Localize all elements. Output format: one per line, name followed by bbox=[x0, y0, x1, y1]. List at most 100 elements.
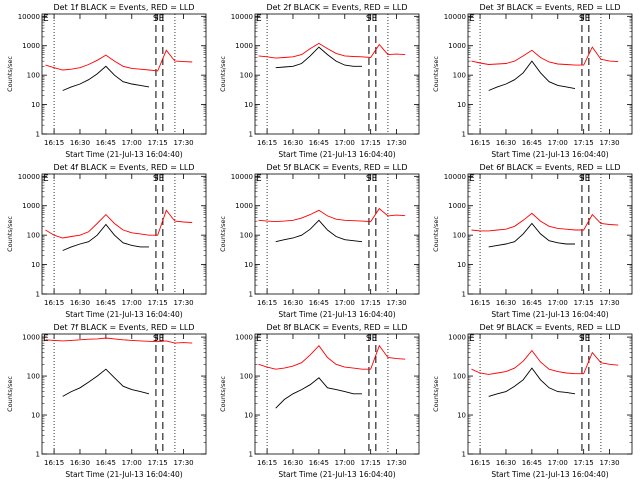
y-axis-label: Counts/sec bbox=[432, 56, 440, 92]
right-marker-label: SE bbox=[153, 334, 165, 344]
plot-frame bbox=[254, 333, 420, 455]
chart-title: Det 6f BLACK = Events, RED = LLD bbox=[479, 163, 620, 172]
plot-frame bbox=[254, 173, 420, 295]
x-tick-label: 16:15 bbox=[44, 299, 64, 307]
series-line-lld bbox=[258, 42, 406, 59]
series-line-events bbox=[275, 46, 362, 69]
x-tick-label: 16:45 bbox=[96, 459, 116, 467]
x-tick-label: 16:45 bbox=[309, 459, 329, 467]
y-tick-label: 100 bbox=[453, 232, 466, 240]
series-line-events bbox=[488, 222, 575, 248]
x-axis-label: Start Time (21-Jul-13 16:04:40) bbox=[491, 150, 608, 159]
x-tick-label: 17:00 bbox=[122, 139, 142, 147]
x-tick-label: 17:00 bbox=[335, 459, 355, 467]
right-marker-label: SE bbox=[579, 174, 591, 184]
y-axis-label: Counts/sec bbox=[6, 376, 14, 412]
chart-title: Det 5f BLACK = Events, RED = LLD bbox=[266, 163, 407, 172]
x-axis-label: Start Time (21-Jul-13 16:04:40) bbox=[491, 470, 608, 479]
x-tick-label: 17:15 bbox=[574, 459, 594, 467]
x-tick-label: 16:30 bbox=[283, 299, 303, 307]
x-tick-label: 16:45 bbox=[96, 299, 116, 307]
y-tick-label: 10000 bbox=[18, 173, 40, 181]
series-line-events bbox=[488, 367, 576, 397]
series-line-lld bbox=[45, 209, 193, 239]
x-tick-label: 17:30 bbox=[386, 139, 406, 147]
x-tick-label: 16:30 bbox=[496, 299, 516, 307]
y-tick-label: 1 bbox=[249, 291, 253, 299]
y-axis-label: Counts/sec bbox=[432, 376, 440, 412]
plot-frame bbox=[41, 173, 207, 295]
x-tick-label: 17:30 bbox=[599, 459, 619, 467]
series-line-events bbox=[62, 368, 150, 397]
series-line-events bbox=[62, 223, 149, 251]
x-tick-label: 17:30 bbox=[599, 139, 619, 147]
y-tick-label: 10 bbox=[31, 101, 40, 109]
x-tick-label: 17:30 bbox=[173, 459, 193, 467]
series-line-lld bbox=[471, 349, 619, 375]
y-tick-label: 100 bbox=[240, 232, 253, 240]
x-tick-label: 16:30 bbox=[70, 459, 90, 467]
series-line-lld bbox=[471, 212, 619, 232]
x-tick-label: 17:15 bbox=[574, 299, 594, 307]
y-tick-label: 1 bbox=[249, 131, 253, 139]
x-tick-label: 16:30 bbox=[70, 299, 90, 307]
x-tick-label: 17:00 bbox=[335, 139, 355, 147]
y-tick-label: 10 bbox=[457, 261, 466, 269]
right-marker-label: SE bbox=[366, 334, 378, 344]
x-tick-label: 16:30 bbox=[70, 139, 90, 147]
y-tick-label: 1 bbox=[36, 451, 40, 459]
chart-panel-1: Det 1f BLACK = Events, RED = LLD Counts/s… bbox=[6, 3, 207, 159]
y-tick-label: 1000 bbox=[235, 42, 253, 50]
y-tick-label: 100 bbox=[240, 72, 253, 80]
x-tick-label: 16:30 bbox=[496, 459, 516, 467]
chart-panel-9: Det 9f BLACK = Events, RED = LLD Counts/s… bbox=[432, 323, 633, 479]
plot-frame bbox=[41, 333, 207, 455]
left-marker-label: E bbox=[469, 334, 475, 344]
x-tick-label: 17:15 bbox=[361, 139, 381, 147]
x-tick-label: 16:15 bbox=[257, 459, 277, 467]
y-tick-label: 10 bbox=[457, 412, 466, 420]
x-tick-label: 17:00 bbox=[548, 139, 568, 147]
y-axis-label: Counts/sec bbox=[219, 56, 227, 92]
x-axis-label: Start Time (21-Jul-13 16:04:40) bbox=[278, 470, 395, 479]
series-line-lld bbox=[258, 344, 406, 370]
right-marker-label: SE bbox=[579, 334, 591, 344]
left-marker-label: E bbox=[469, 14, 475, 24]
chart-title: Det 7f BLACK = Events, RED = LLD bbox=[53, 323, 194, 332]
series-line-lld bbox=[258, 207, 406, 223]
y-tick-label: 1000 bbox=[235, 202, 253, 210]
x-tick-label: 16:15 bbox=[470, 299, 490, 307]
y-tick-label: 1 bbox=[462, 451, 466, 459]
x-tick-label: 17:30 bbox=[386, 299, 406, 307]
chart-title: Det 3f BLACK = Events, RED = LLD bbox=[479, 3, 620, 12]
y-tick-label: 1000 bbox=[22, 334, 40, 342]
chart-panel-3: Det 3f BLACK = Events, RED = LLD Counts/s… bbox=[432, 3, 633, 159]
y-tick-label: 10 bbox=[457, 101, 466, 109]
left-marker-label: E bbox=[256, 14, 262, 24]
x-tick-label: 16:45 bbox=[522, 299, 542, 307]
y-tick-label: 1000 bbox=[448, 334, 466, 342]
y-tick-label: 1000 bbox=[235, 334, 253, 342]
chart-panel-5: Det 5f BLACK = Events, RED = LLD Counts/s… bbox=[219, 163, 420, 319]
x-tick-label: 16:15 bbox=[257, 299, 277, 307]
x-axis-label: Start Time (21-Jul-13 16:04:40) bbox=[65, 310, 182, 319]
chart-panel-6: Det 6f BLACK = Events, RED = LLD Counts/s… bbox=[432, 163, 633, 319]
y-tick-label: 1 bbox=[249, 451, 253, 459]
x-tick-label: 17:00 bbox=[548, 299, 568, 307]
y-tick-label: 1 bbox=[36, 291, 40, 299]
chart-panel-8: Det 8f BLACK = Events, RED = LLD Counts/s… bbox=[219, 323, 420, 479]
y-tick-label: 10 bbox=[31, 412, 40, 420]
right-marker-label: SE bbox=[366, 174, 378, 184]
y-tick-label: 10 bbox=[244, 261, 253, 269]
y-tick-label: 100 bbox=[27, 72, 40, 80]
plot-frame bbox=[467, 13, 633, 135]
x-axis-label: Start Time (21-Jul-13 16:04:40) bbox=[65, 150, 182, 159]
x-tick-label: 17:30 bbox=[386, 459, 406, 467]
x-tick-label: 16:45 bbox=[96, 139, 116, 147]
left-marker-label: E bbox=[256, 334, 262, 344]
y-tick-label: 1 bbox=[462, 131, 466, 139]
right-marker-label: SE bbox=[153, 14, 165, 24]
y-tick-label: 10000 bbox=[231, 173, 253, 181]
x-tick-label: 17:00 bbox=[122, 459, 142, 467]
